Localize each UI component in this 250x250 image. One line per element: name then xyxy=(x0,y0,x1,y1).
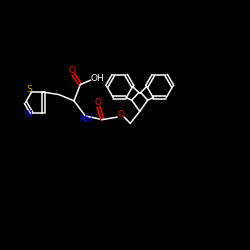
Text: O: O xyxy=(118,110,125,119)
Text: OH: OH xyxy=(91,74,104,83)
Text: N: N xyxy=(25,110,32,120)
Text: O: O xyxy=(69,66,76,75)
Text: S: S xyxy=(27,84,32,94)
Text: NH: NH xyxy=(80,115,93,124)
Text: O: O xyxy=(94,98,102,107)
